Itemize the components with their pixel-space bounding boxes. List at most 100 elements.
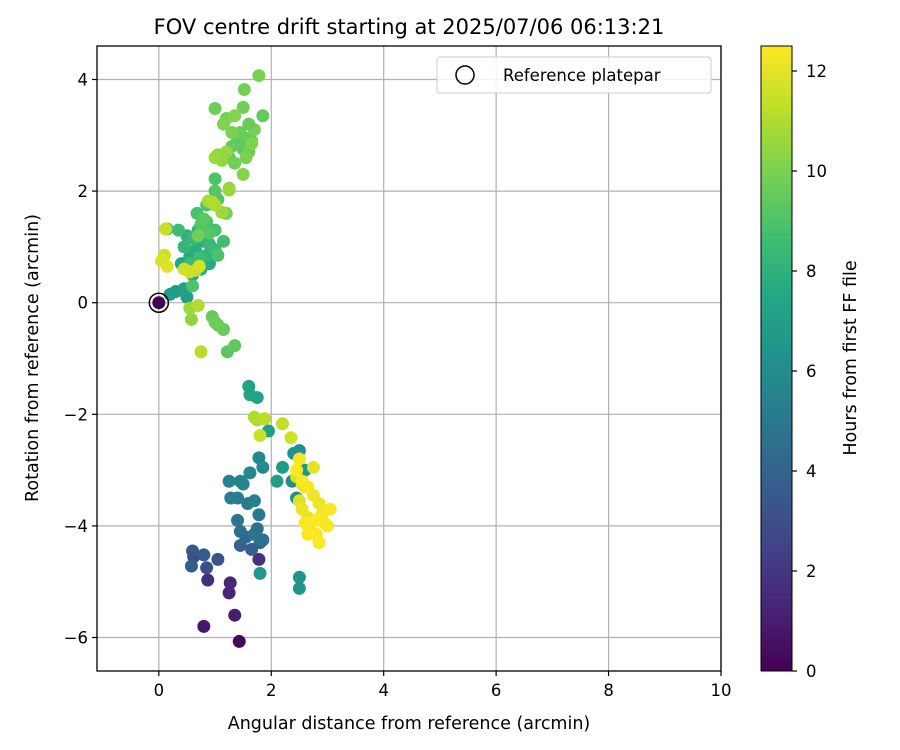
data-point xyxy=(239,151,253,165)
grid-lines xyxy=(97,46,722,671)
legend-reference-marker xyxy=(455,65,475,85)
data-point xyxy=(236,167,250,181)
data-point xyxy=(205,195,219,209)
data-point xyxy=(312,536,326,550)
x-tick-label: 10 xyxy=(711,681,732,700)
data-point xyxy=(243,388,257,402)
y-axis-label: Rotation from reference (arcmin) xyxy=(23,214,43,502)
data-point xyxy=(276,417,290,431)
legend: Reference platepar xyxy=(436,56,712,94)
data-point xyxy=(172,223,186,237)
x-tick-label: 0 xyxy=(154,681,165,700)
colorbar-tick-label: 10 xyxy=(806,162,827,181)
data-point xyxy=(245,137,259,151)
data-point xyxy=(233,474,247,488)
colorbar-label: Hours from first FF file xyxy=(841,260,861,455)
data-point xyxy=(184,312,198,326)
data-point xyxy=(253,566,267,580)
data-point xyxy=(211,552,225,566)
colorbar-tick-label: 0 xyxy=(806,662,817,681)
data-point xyxy=(191,229,205,243)
data-point xyxy=(225,125,239,139)
data-point xyxy=(191,298,205,312)
data-point xyxy=(292,581,306,595)
y-tick-label: −6 xyxy=(64,629,88,648)
data-point xyxy=(223,576,237,590)
colorbar-tick-label: 8 xyxy=(806,262,817,281)
colorbar-ticks: 0 2 4 6 8 10 12 xyxy=(792,62,827,681)
data-point xyxy=(256,460,270,474)
data-point xyxy=(228,109,242,123)
data-point xyxy=(301,480,315,494)
data-point xyxy=(298,516,312,530)
colorbar: 0 2 4 6 8 10 12 Hours from first FF file xyxy=(760,45,861,681)
data-point xyxy=(232,634,246,648)
data-points xyxy=(155,69,337,648)
reference-point-dot xyxy=(152,296,166,310)
plot-frame xyxy=(96,45,722,672)
data-point xyxy=(247,494,261,508)
data-point xyxy=(208,102,222,115)
y-axis-ticks: −6 −4 −2 0 2 4 xyxy=(64,70,97,648)
data-point xyxy=(208,184,222,198)
data-point xyxy=(163,287,177,301)
colorbar-tick-label: 12 xyxy=(806,62,827,81)
data-point xyxy=(252,552,266,566)
reference-point-ring xyxy=(148,292,170,313)
y-tick-label: 4 xyxy=(78,70,89,89)
data-point xyxy=(186,544,200,558)
data-point xyxy=(197,548,211,562)
x-tick-label: 6 xyxy=(491,681,502,700)
data-point xyxy=(228,608,242,622)
data-point xyxy=(216,117,230,131)
data-point xyxy=(252,69,266,83)
data-point xyxy=(290,463,304,477)
legend-label-reference-platepar: Reference platepar xyxy=(503,66,661,85)
data-point xyxy=(228,339,242,353)
data-point xyxy=(256,109,270,123)
data-point xyxy=(186,279,200,293)
data-point xyxy=(242,117,256,131)
data-point xyxy=(292,452,306,466)
data-point xyxy=(200,561,214,575)
data-point xyxy=(197,619,211,633)
data-point xyxy=(312,497,326,511)
data-point xyxy=(284,431,298,445)
data-point xyxy=(252,508,266,522)
data-point xyxy=(247,410,261,424)
data-point xyxy=(276,460,290,474)
data-point xyxy=(160,259,174,273)
y-tick-label: −4 xyxy=(64,517,88,536)
data-point xyxy=(201,573,215,587)
legend-box xyxy=(436,56,712,94)
data-point xyxy=(194,345,208,359)
data-point xyxy=(192,259,206,273)
y-tick-label: 2 xyxy=(78,182,89,201)
data-point xyxy=(216,234,230,248)
chart-title: FOV centre drift starting at 2025/07/06 … xyxy=(154,15,665,39)
x-tick-label: 4 xyxy=(378,681,389,700)
data-point xyxy=(197,212,211,226)
data-point xyxy=(211,248,225,262)
data-point xyxy=(233,524,247,538)
colorbar-tick-label: 4 xyxy=(806,462,817,481)
data-point xyxy=(208,172,222,186)
x-axis-label: Angular distance from reference (arcmin) xyxy=(228,714,591,734)
data-point xyxy=(292,570,306,584)
colorbar-tick-label: 2 xyxy=(806,562,817,581)
data-point xyxy=(323,502,337,516)
colorbar-tick-label: 6 xyxy=(806,362,817,381)
x-tick-label: 2 xyxy=(266,681,277,700)
data-point xyxy=(236,100,250,114)
data-point xyxy=(208,151,222,165)
data-point xyxy=(228,156,242,170)
data-point xyxy=(243,466,257,480)
data-point xyxy=(216,322,230,336)
colorbar-gradient xyxy=(760,45,793,672)
data-point xyxy=(247,527,261,541)
data-point xyxy=(202,226,216,240)
data-point xyxy=(237,83,251,97)
reference-platepar-marker xyxy=(148,292,170,313)
data-point xyxy=(253,429,267,443)
